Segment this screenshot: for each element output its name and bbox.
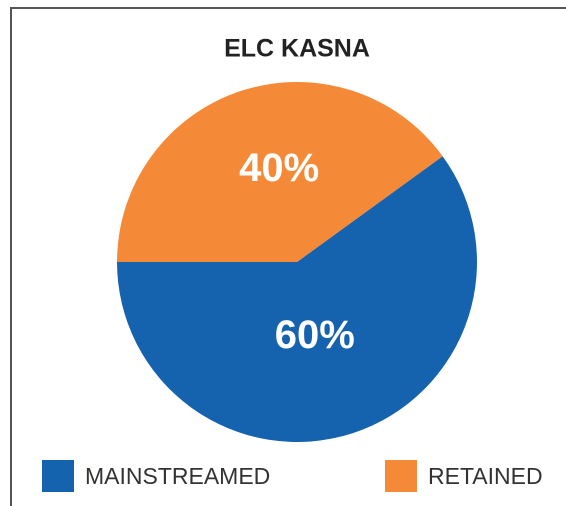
legend-swatch: [385, 460, 417, 492]
legend-swatch: [42, 460, 74, 492]
slice-label: 60%: [275, 313, 355, 357]
legend-label: MAINSTREAMED: [85, 463, 270, 489]
slice-label: 40%: [239, 146, 319, 190]
pie-slice: [117, 82, 443, 262]
pie-slice: [117, 156, 478, 443]
chart-title: ELC KASNA: [224, 35, 370, 63]
legend-label: RETAINED: [428, 463, 543, 489]
